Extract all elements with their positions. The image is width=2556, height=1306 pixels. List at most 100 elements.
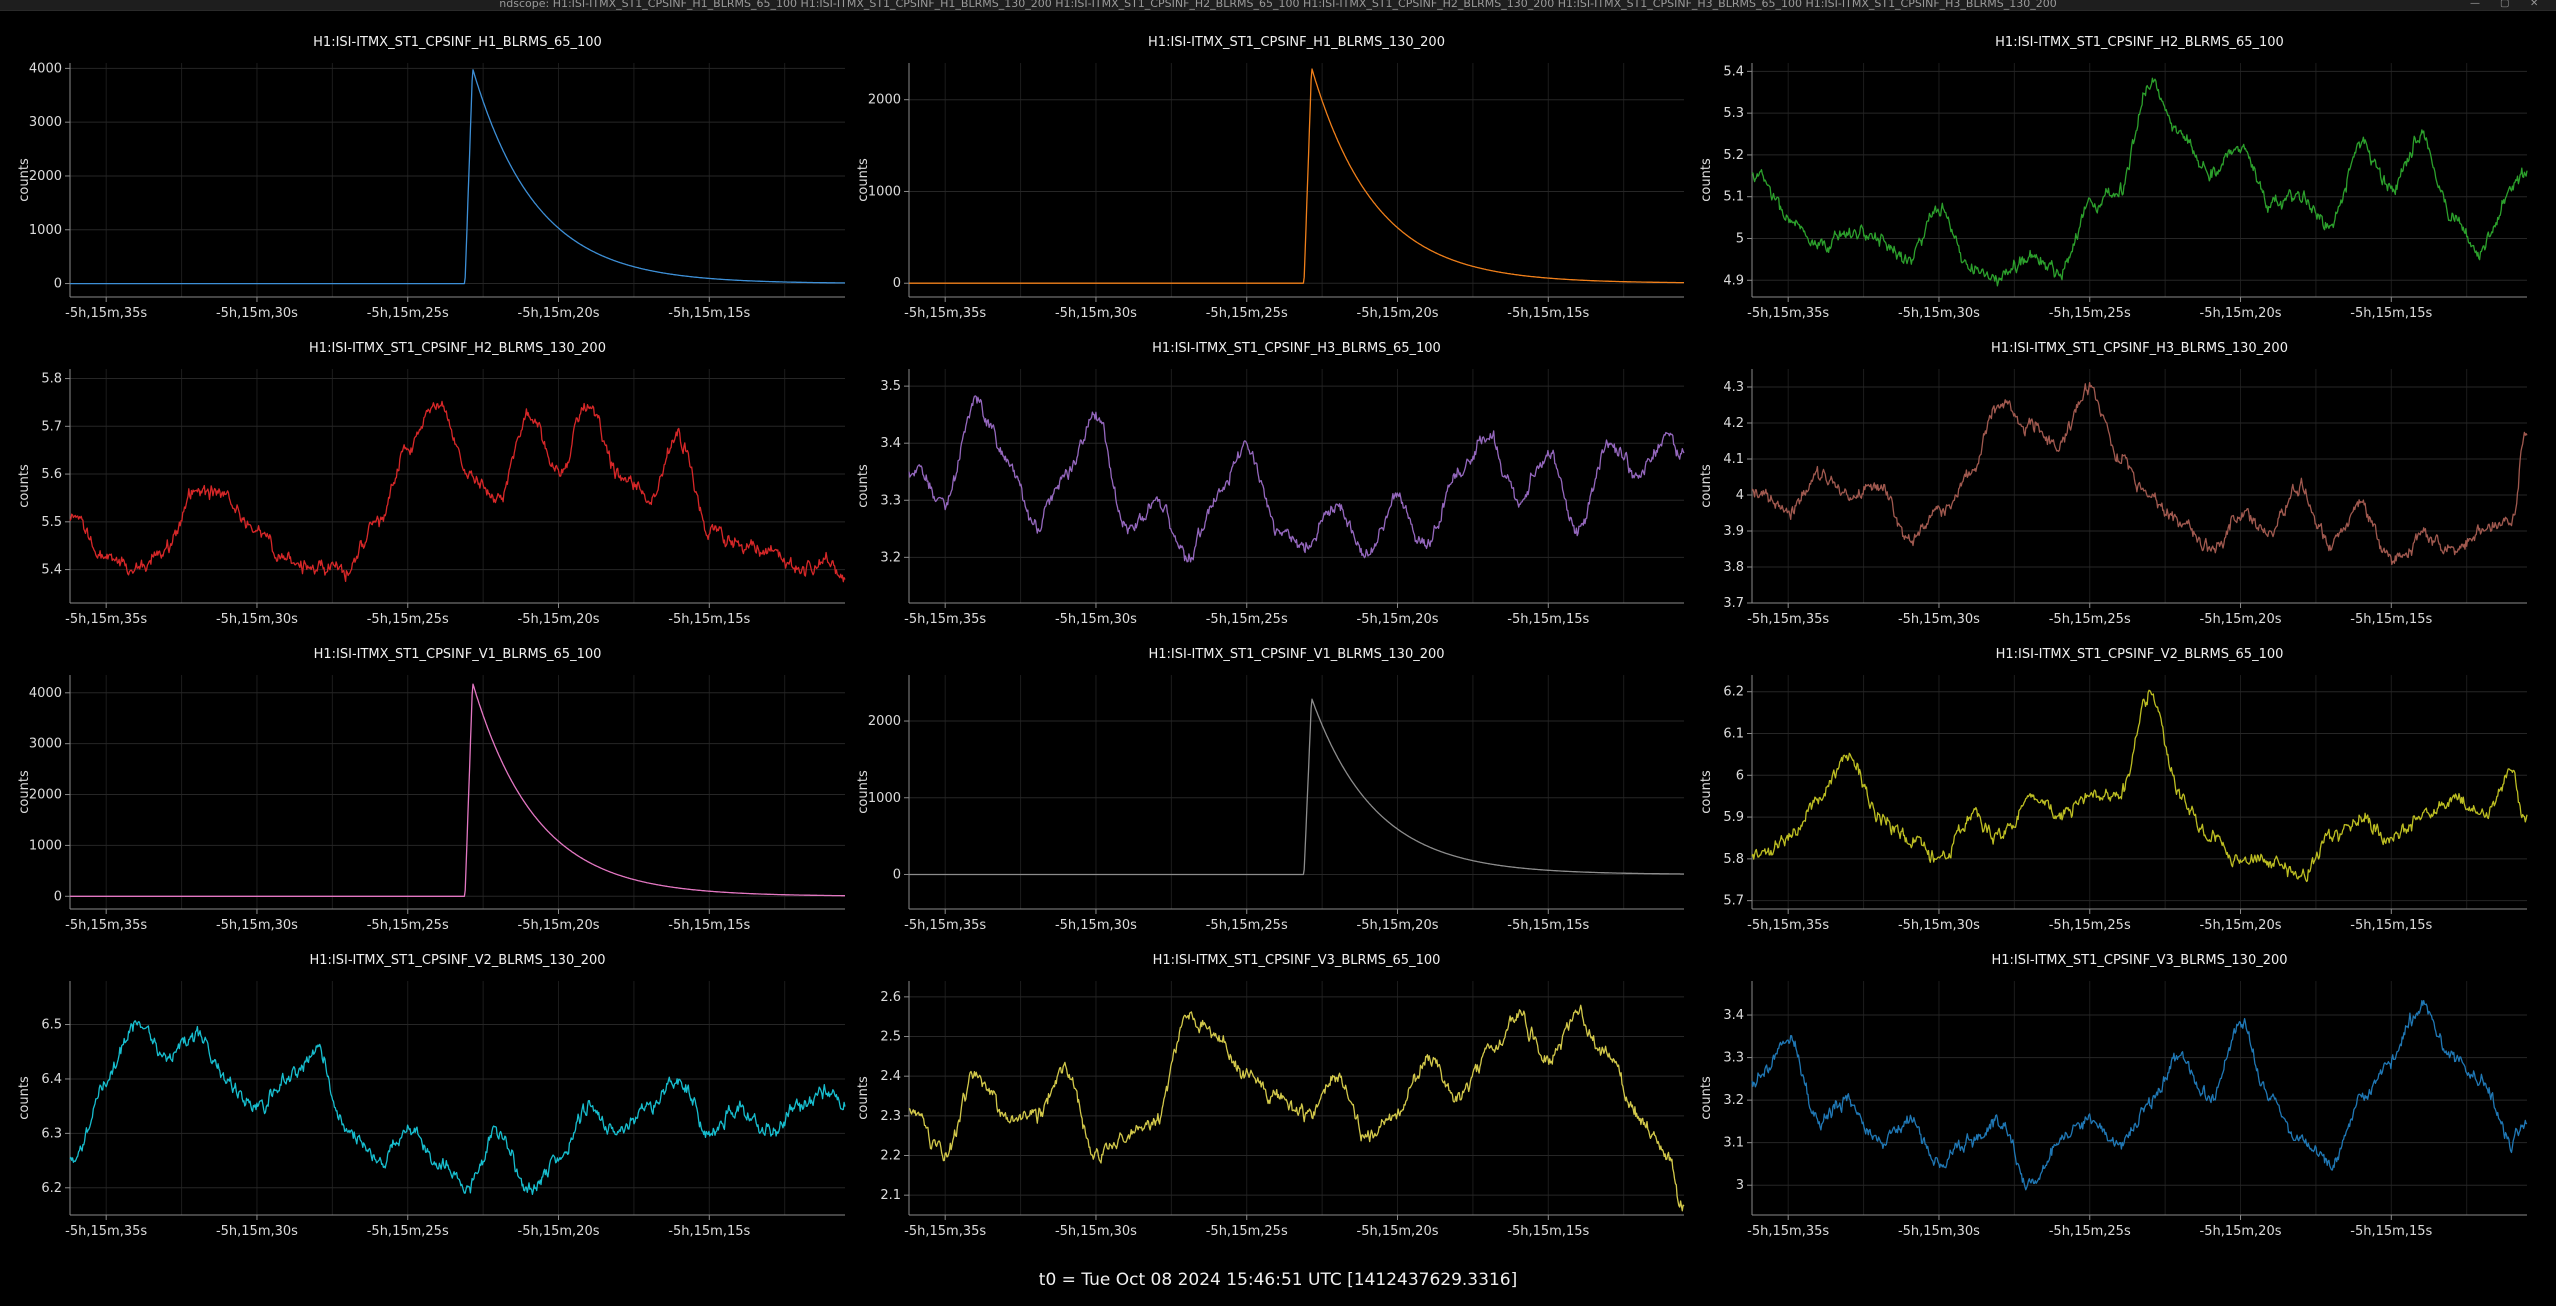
y-tick-label: 2.1 — [880, 1188, 901, 1203]
chart-title: H1:ISI-ITMX_ST1_CPSINF_V2_BLRMS_130_200 — [309, 953, 606, 968]
y-tick-label: 4.3 — [1723, 380, 1744, 395]
y-axis-label: counts — [1699, 158, 1714, 202]
chart-panel[interactable]: H1:ISI-ITMX_ST1_CPSINF_H1_BLRMS_65_100 0 1… — [0, 35, 846, 330]
y-tick-label: 1000 — [29, 838, 62, 853]
minimize-icon[interactable]: — — [2470, 0, 2480, 9]
chart-title: H1:ISI-ITMX_ST1_CPSINF_V1_BLRMS_65_100 — [313, 647, 602, 662]
y-tick-label: 6.5 — [41, 1018, 62, 1033]
x-tick-label: -5h,15m,20s — [2200, 306, 2282, 321]
chart-svg[interactable]: 3 3.1 3.2 3.3 3.4 -5h,15m,35s -5h,15m,30s -5h,1… — [1682, 953, 2528, 1248]
chart-svg[interactable]: 0 1000 2000 3000 4000 -5h,15m,35s -5h,15m,30s -… — [0, 647, 845, 942]
x-tick-label: -5h,15m,30s — [1055, 918, 1137, 933]
chart-panel[interactable]: H1:ISI-ITMX_ST1_CPSINF_V1_BLRMS_65_100 0 1… — [0, 647, 845, 942]
chart-title: H1:ISI-ITMX_ST1_CPSINF_H2_BLRMS_65_100 — [1995, 35, 2284, 50]
y-tick-label: 3.4 — [880, 436, 901, 451]
y-axis-label: counts — [1699, 464, 1714, 508]
x-tick-label: -5h,15m,30s — [1055, 306, 1137, 321]
series-line — [1751, 77, 2528, 287]
series-line — [1751, 381, 2528, 566]
y-axis-label: counts — [17, 158, 32, 202]
close-icon[interactable]: ✕ — [2530, 0, 2539, 9]
x-tick-label: -5h,15m,15s — [2350, 612, 2432, 627]
chart-svg[interactable]: 0 1000 2000 -5h,15m,35s -5h,15m,30s -5h,15m,2… — [839, 647, 1684, 942]
chart-panel[interactable]: H1:ISI-ITMX_ST1_CPSINF_H3_BLRMS_65_100 3.… — [839, 341, 1685, 636]
chart-panel[interactable]: H1:ISI-ITMX_ST1_CPSINF_V2_BLRMS_65_100 5.… — [1682, 647, 2528, 942]
x-tick-label: -5h,15m,20s — [518, 612, 600, 627]
x-tick-label: -5h,15m,25s — [2049, 1224, 2131, 1239]
y-tick-label: 3.2 — [880, 550, 901, 565]
y-tick-label: 1000 — [29, 223, 62, 238]
x-tick-label: -5h,15m,25s — [1206, 1224, 1288, 1239]
x-tick-label: -5h,15m,20s — [1357, 1224, 1439, 1239]
y-tick-label: 3.8 — [1723, 560, 1744, 575]
x-tick-label: -5h,15m,35s — [65, 306, 147, 321]
x-tick-label: -5h,15m,15s — [1507, 612, 1589, 627]
series-line — [909, 68, 1684, 284]
y-tick-label: 4.9 — [1723, 273, 1744, 288]
y-tick-label: 3.5 — [880, 379, 901, 394]
series-line — [1751, 999, 2528, 1191]
chart-title: H1:ISI-ITMX_ST1_CPSINF_H2_BLRMS_130_200 — [309, 341, 606, 356]
x-tick-label: -5h,15m,25s — [1206, 918, 1288, 933]
y-tick-label: 5.4 — [41, 563, 62, 578]
x-tick-label: -5h,15m,25s — [367, 918, 449, 933]
x-tick-label: -5h,15m,30s — [216, 918, 298, 933]
y-tick-label: 5.7 — [41, 419, 62, 434]
y-tick-label: 2.6 — [880, 990, 901, 1005]
x-tick-label: -5h,15m,35s — [904, 918, 986, 933]
y-tick-label: 3.3 — [1723, 1051, 1744, 1066]
y-tick-label: 3 — [1736, 1178, 1744, 1193]
x-tick-label: -5h,15m,35s — [65, 918, 147, 933]
y-tick-label: 0 — [54, 277, 62, 292]
chart-panel[interactable]: H1:ISI-ITMX_ST1_CPSINF_H1_BLRMS_130_200 0… — [839, 35, 1684, 330]
y-axis-label: counts — [856, 464, 871, 508]
chart-svg[interactable]: 3.2 3.3 3.4 3.5 -5h,15m,35s -5h,15m,30s -5h,15… — [839, 341, 1685, 636]
x-tick-label: -5h,15m,35s — [904, 612, 986, 627]
x-tick-label: -5h,15m,20s — [1357, 306, 1439, 321]
chart-svg[interactable]: 3.7 3.8 3.9 4 4.1 4.2 4.3 -5h,15m,35s -5h,15m,30… — [1682, 341, 2528, 636]
chart-panel[interactable]: H1:ISI-ITMX_ST1_CPSINF_V3_BLRMS_65_100 2.… — [839, 953, 1685, 1248]
y-tick-label: 4.2 — [1723, 416, 1744, 431]
y-tick-label: 0 — [893, 276, 901, 291]
y-axis-label: counts — [17, 770, 32, 814]
x-tick-label: -5h,15m,30s — [216, 306, 298, 321]
x-tick-label: -5h,15m,35s — [904, 1224, 986, 1239]
chart-svg[interactable]: 5.7 5.8 5.9 6 6.1 6.2 -5h,15m,35s -5h,15m,30s -5… — [1682, 647, 2528, 942]
chart-svg[interactable]: 0 1000 2000 3000 4000 -5h,15m,35s -5h,15m,30s -… — [0, 35, 846, 330]
chart-svg[interactable]: 0 1000 2000 -5h,15m,35s -5h,15m,30s -5h,15m,2… — [839, 35, 1684, 330]
x-tick-label: -5h,15m,15s — [1507, 306, 1589, 321]
x-tick-label: -5h,15m,20s — [1357, 612, 1439, 627]
y-tick-label: 6 — [1736, 768, 1744, 783]
chart-svg[interactable]: 6.2 6.3 6.4 6.5 -5h,15m,35s -5h,15m,30s -5h,15… — [0, 953, 846, 1248]
y-axis-label: counts — [17, 1076, 32, 1120]
chart-panel[interactable]: H1:ISI-ITMX_ST1_CPSINF_H2_BLRMS_65_100 4.… — [1682, 35, 2528, 330]
window-title: ndscope: H1:ISI-ITMX_ST1_CPSINF_H1_BLRMS… — [499, 0, 2057, 10]
maximize-icon[interactable]: ▢ — [2500, 0, 2510, 9]
x-tick-label: -5h,15m,35s — [1747, 1224, 1829, 1239]
chart-panel[interactable]: H1:ISI-ITMX_ST1_CPSINF_H3_BLRMS_130_200 3… — [1682, 341, 2528, 636]
y-tick-label: 5.6 — [41, 467, 62, 482]
chart-panel[interactable]: H1:ISI-ITMX_ST1_CPSINF_V2_BLRMS_130_200 6… — [0, 953, 846, 1248]
y-tick-label: 2.4 — [880, 1069, 901, 1084]
y-tick-label: 0 — [54, 889, 62, 904]
chart-panel[interactable]: H1:ISI-ITMX_ST1_CPSINF_V3_BLRMS_130_200 3… — [1682, 953, 2528, 1248]
chart-panel[interactable]: H1:ISI-ITMX_ST1_CPSINF_V1_BLRMS_130_200 0… — [839, 647, 1684, 942]
y-tick-label: 5.2 — [1723, 148, 1744, 163]
y-tick-label: 5.7 — [1723, 894, 1744, 909]
chart-panel[interactable]: H1:ISI-ITMX_ST1_CPSINF_H2_BLRMS_130_200 5… — [0, 341, 846, 636]
y-tick-label: 2000 — [29, 169, 62, 184]
chart-svg[interactable]: 4.9 5 5.1 5.2 5.3 5.4 -5h,15m,35s -5h,15m,30s -5… — [1682, 35, 2528, 330]
series-line — [908, 1004, 1685, 1212]
y-tick-label: 6.1 — [1723, 727, 1744, 742]
series-line — [70, 683, 845, 897]
y-tick-label: 3.9 — [1723, 524, 1744, 539]
chart-title: H1:ISI-ITMX_ST1_CPSINF_H3_BLRMS_65_100 — [1152, 341, 1441, 356]
chart-svg[interactable]: 5.4 5.5 5.6 5.7 5.8 -5h,15m,35s -5h,15m,30s -5h… — [0, 341, 846, 636]
x-tick-label: -5h,15m,25s — [367, 1224, 449, 1239]
y-tick-label: 5.3 — [1723, 106, 1744, 121]
x-tick-label: -5h,15m,15s — [668, 612, 750, 627]
chart-svg[interactable]: 2.1 2.2 2.3 2.4 2.5 2.6 -5h,15m,35s -5h,15m,30s… — [839, 953, 1685, 1248]
y-tick-label: 3.1 — [1723, 1136, 1744, 1151]
x-tick-label: -5h,15m,25s — [2049, 306, 2131, 321]
y-tick-label: 2.2 — [880, 1149, 901, 1164]
